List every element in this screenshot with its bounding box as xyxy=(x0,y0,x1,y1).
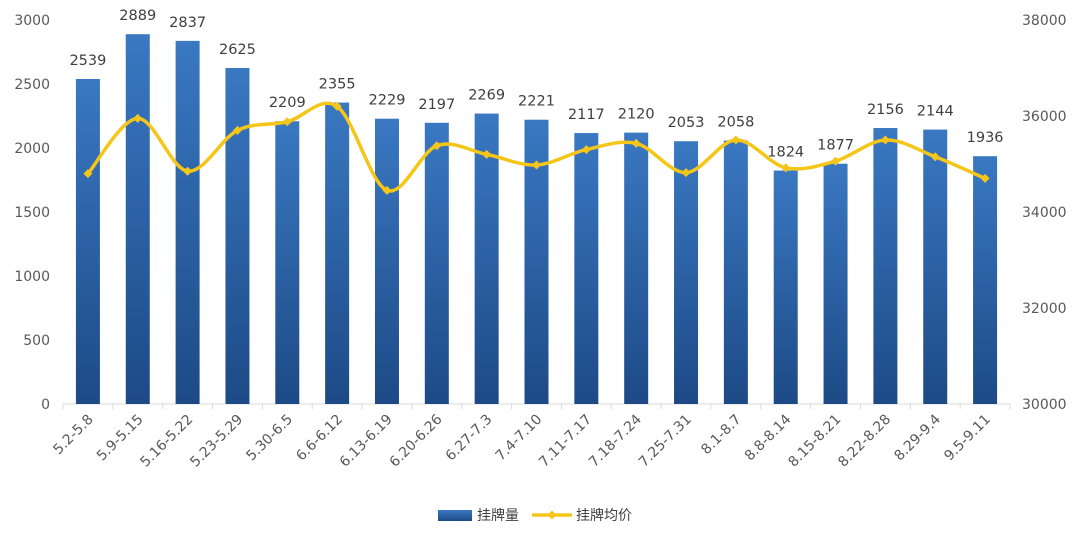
bar-data-label: 2229 xyxy=(369,93,406,109)
right-y-tick-label: 36000 xyxy=(1022,109,1067,125)
left-y-tick-label: 0 xyxy=(41,397,50,413)
axes: 0 500 1000 1500 2000 2500 3000 30000 32000 34000 3… xyxy=(14,13,1066,413)
right-y-tick-label: 38000 xyxy=(1022,13,1067,29)
bar-data-label: 2058 xyxy=(717,115,754,131)
bar-7.11-7.17 xyxy=(574,133,599,405)
left-y-tick-label: 3000 xyxy=(14,13,50,29)
x-tick-label: 8.15-8.21 xyxy=(785,412,844,471)
bar-data-label: 2117 xyxy=(568,107,605,123)
avg-price-point-8.22-8.28 xyxy=(880,135,890,145)
bar-6.20-6.26 xyxy=(424,122,449,404)
left-y-tick-label: 2000 xyxy=(14,141,50,157)
x-tick-label: 5.2-5.8 xyxy=(50,412,96,458)
avg-price-point-7.11-7.17 xyxy=(581,145,591,155)
legend: 挂牌量 挂牌均价 xyxy=(438,507,632,524)
avg-price-point-7.18-7.24 xyxy=(631,138,641,148)
bar-series xyxy=(75,34,998,405)
avg-price-point-5.30-6.5 xyxy=(282,117,292,127)
x-tick-label: 6.20-6.26 xyxy=(387,411,446,470)
x-axis-ticks: 5.2-5.85.9-5.155.16-5.225.23-5.295.30-6.… xyxy=(50,411,994,470)
avg-price-point-8.15-8.21 xyxy=(831,156,841,166)
left-y-tick-label: 1000 xyxy=(14,269,50,285)
bar-6.27-7.3 xyxy=(474,113,499,405)
left-y-tick-label: 2500 xyxy=(14,77,50,93)
bar-data-label: 1877 xyxy=(817,138,854,154)
bar-data-label: 2156 xyxy=(867,102,904,118)
x-tick-label: 5.9-5.15 xyxy=(94,412,147,465)
x-tick-label: 8.1-8.7 xyxy=(698,412,744,458)
x-tick-label: 6.27-7.3 xyxy=(443,412,496,465)
x-tick-label: 6.6-6.12 xyxy=(293,412,346,465)
avg-price-point-8.8-8.14 xyxy=(781,163,791,173)
bar-data-label: 2355 xyxy=(319,77,356,93)
bar-7.18-7.24 xyxy=(624,132,649,404)
bar-5.30-6.5 xyxy=(275,121,300,405)
x-tick-label: 7.25-7.31 xyxy=(636,412,695,471)
bar-data-label: 1936 xyxy=(967,130,1004,146)
bar-9.5-9.11 xyxy=(973,156,998,404)
bar-5.2-5.8 xyxy=(75,79,100,405)
bar-data-label: 2120 xyxy=(618,107,655,123)
bar-8.29-9.4 xyxy=(923,129,948,404)
bar-5.16-5.22 xyxy=(175,40,200,404)
x-tick-label: 8.22-8.28 xyxy=(835,412,894,471)
bar-data-label: 2625 xyxy=(219,42,256,58)
x-tick-label: 9.5-9.11 xyxy=(941,412,994,465)
x-tick-label: 7.18-7.24 xyxy=(586,411,645,470)
avg-price-point-8.1-8.7 xyxy=(731,135,741,145)
avg-price-point-8.29-9.4 xyxy=(930,152,940,162)
x-tick-label: 6.13-6.19 xyxy=(337,412,396,471)
bar-data-label: 2053 xyxy=(668,115,705,131)
x-tick-label: 5.30-6.5 xyxy=(243,412,296,465)
bar-data-label: 1824 xyxy=(767,145,804,161)
right-y-tick-label: 34000 xyxy=(1022,205,1067,221)
x-tick-label: 8.29-9.4 xyxy=(891,411,944,464)
bar-8.8-8.14 xyxy=(773,170,798,404)
avg-price-point-5.9-5.15 xyxy=(133,113,143,123)
bar-8.22-8.28 xyxy=(873,128,898,405)
right-y-tick-label: 30000 xyxy=(1022,397,1067,413)
avg-price-point-7.4-7.10 xyxy=(532,160,541,170)
avg-price-point-6.13-6.19 xyxy=(382,185,392,195)
legend-bar-label: 挂牌量 xyxy=(477,507,519,524)
bar-5.9-5.15 xyxy=(125,34,150,404)
bar-data-label: 2889 xyxy=(119,8,156,24)
legend-bar-swatch xyxy=(438,510,472,521)
avg-price-point-5.2-5.8 xyxy=(83,169,93,179)
avg-price-point-7.25-7.31 xyxy=(681,168,691,178)
left-y-tick-label: 500 xyxy=(23,333,50,349)
x-tick-label: 7.4-7.10 xyxy=(493,412,546,465)
bar-8.15-8.21 xyxy=(823,163,848,404)
legend-line-marker xyxy=(547,510,557,520)
bar-5.23-5.29 xyxy=(225,68,250,404)
avg-price-line xyxy=(86,101,986,193)
avg-price-point-9.5-9.11 xyxy=(980,173,990,183)
bar-6.6-6.12 xyxy=(325,102,350,404)
bar-8.1-8.7 xyxy=(723,140,748,405)
bar-data-label: 2539 xyxy=(69,53,106,69)
avg-price-point-5.23-5.29 xyxy=(232,125,242,135)
x-tick-label: 8.8-8.14 xyxy=(742,411,795,464)
left-y-tick-label: 1500 xyxy=(14,205,50,221)
bar-data-label: 2221 xyxy=(518,94,555,110)
legend-line-label: 挂牌均价 xyxy=(576,507,632,524)
bar-data-label: 2837 xyxy=(169,15,206,31)
bar-6.13-6.19 xyxy=(374,118,399,405)
x-tick-label: 7.11-7.17 xyxy=(536,412,595,471)
bar-data-label: 2269 xyxy=(468,88,505,104)
bar-7.25-7.31 xyxy=(674,141,699,404)
avg-price-point-5.16-5.22 xyxy=(183,166,193,176)
avg-price-point-6.20-6.26 xyxy=(432,141,442,151)
bar-data-label: 2197 xyxy=(418,97,455,113)
bar-data-label: 2209 xyxy=(269,95,306,111)
data-labels: 2539 2889 2837 2625 2209 2355 2229 2197 2269 2221… xyxy=(69,8,1003,160)
avg-price-point-6.6-6.12 xyxy=(332,101,342,111)
x-tick-label: 5.16-5.22 xyxy=(137,412,196,471)
avg-price-point-6.27-7.3 xyxy=(482,149,492,159)
bar-data-label: 2144 xyxy=(917,104,954,120)
x-tick-label: 5.23-5.29 xyxy=(187,412,246,471)
right-y-tick-label: 32000 xyxy=(1022,301,1067,317)
line-series xyxy=(83,101,990,195)
